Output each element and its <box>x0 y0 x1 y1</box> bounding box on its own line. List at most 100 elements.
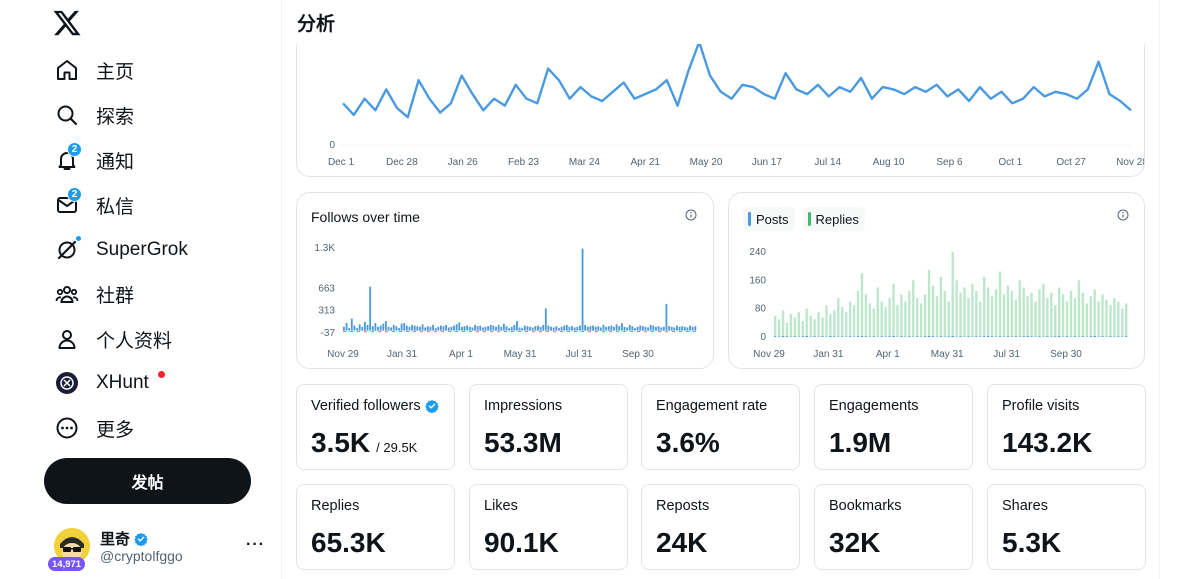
follows-bar <box>481 327 484 331</box>
replies-bar <box>848 301 852 337</box>
posts-replies-chart[interactable]: 0 80 160 240 Nov 29 Jan 31 Apr 1 May 31 Jul 31 Se… <box>729 193 1145 369</box>
follows-bar <box>563 325 566 331</box>
stat-reposts[interactable]: Reposts 24K <box>641 484 800 570</box>
stat-impressions[interactable]: Impressions 53.3M <box>469 384 628 470</box>
post-button[interactable]: 发帖 <box>44 458 251 504</box>
nav-notifications[interactable]: 2 通知 <box>44 138 144 182</box>
y-tick-label: 1.3K <box>314 243 335 254</box>
posts-bar <box>829 335 832 337</box>
follows-bar <box>521 328 524 331</box>
follows-bar <box>681 326 684 331</box>
follows-bar <box>597 326 600 331</box>
stat-verified-followers[interactable]: Verified followers 3.5K / 29.5K <box>296 384 455 470</box>
follows-bar <box>384 321 387 331</box>
posts-bar <box>908 336 911 337</box>
account-more-icon[interactable]: ··· <box>246 536 265 553</box>
replies-bar <box>955 280 958 337</box>
impressions-chart[interactable]: 0 450K Dec 1 Dec 28 Jan 26 Feb 23 Mar 24 Apr 21… <box>297 44 1145 177</box>
follows-bar <box>539 326 542 331</box>
x-tick-label: Apr 1 <box>449 349 473 360</box>
posts-bar <box>781 335 785 337</box>
posts-bar <box>1101 336 1104 337</box>
replies-bar <box>927 269 931 337</box>
replies-bar <box>959 292 962 337</box>
follows-bar <box>605 326 608 331</box>
info-icon[interactable] <box>1117 209 1129 221</box>
nav-home[interactable]: 主页 <box>44 48 144 92</box>
stat-shares[interactable]: Shares 5.3K <box>987 484 1146 570</box>
replies-bar <box>967 298 970 337</box>
posts-bar <box>900 336 903 337</box>
posts-bar <box>1058 335 1061 337</box>
info-icon[interactable] <box>685 209 697 221</box>
y-tick-label: 663 <box>318 283 335 294</box>
follows-chart[interactable]: -37 313 663 1.3K Nov 29 Jan 31 Apr 1 May 31 Jul … <box>297 193 714 369</box>
stat-likes[interactable]: Likes 90.1K <box>469 484 628 570</box>
stat-replies[interactable]: Replies 65.3K <box>296 484 455 570</box>
legend-replies[interactable]: Replies <box>802 207 865 231</box>
follows-bar <box>615 324 618 331</box>
stat-bookmarks[interactable]: Bookmarks 32K <box>814 484 973 570</box>
replies-bar <box>841 306 844 337</box>
follows-bar <box>453 325 455 331</box>
replies-bar <box>1109 305 1112 338</box>
replies-bar <box>990 296 994 337</box>
follows-bar <box>544 308 547 331</box>
replies-bar <box>1058 287 1061 337</box>
follows-bar <box>626 327 629 331</box>
nav-more[interactable]: 更多 <box>44 406 144 450</box>
posts-bar <box>1038 336 1041 337</box>
x-logo-icon[interactable] <box>52 8 82 38</box>
follows-bar <box>558 328 560 331</box>
follows-bar <box>534 326 537 331</box>
nav-xhunt[interactable]: XHunt <box>44 361 159 405</box>
legend-posts-label: Posts <box>756 211 789 227</box>
stat-profile-visits[interactable]: Profile visits 143.2K <box>987 384 1146 470</box>
nav-explore[interactable]: 探索 <box>44 93 144 137</box>
follows-bar <box>379 325 382 331</box>
follows-bar <box>455 324 458 331</box>
posts-bar <box>916 336 919 337</box>
stat-label: Bookmarks <box>829 498 902 514</box>
follows-bar <box>447 327 450 331</box>
replies-bar <box>1097 301 1100 337</box>
follows-bar <box>497 324 500 331</box>
xhunt-icon <box>54 370 80 396</box>
replies-bar <box>860 273 864 337</box>
nav-profile[interactable]: 个人资料 <box>44 317 182 361</box>
posts-bar <box>1022 336 1025 337</box>
follows-bar <box>636 326 639 331</box>
replies-bar <box>852 305 856 338</box>
replies-bar <box>1042 283 1045 338</box>
x-tick-label: Apr 1 <box>876 349 900 360</box>
replies-bar <box>817 312 820 337</box>
posts-bar <box>959 336 962 337</box>
replies-bar <box>1050 292 1053 337</box>
nav-supergrok[interactable]: SuperGrok <box>44 228 198 272</box>
more-circle-icon <box>54 415 80 441</box>
follows-bar <box>350 318 353 331</box>
nav-messages[interactable]: 2 私信 <box>44 183 144 227</box>
posts-bar <box>987 335 990 337</box>
posts-replies-chart-card: Posts Replies 0 80 160 240 Nov 29 Jan 31 Apr 1… <box>728 192 1145 369</box>
follows-bar <box>678 326 681 331</box>
replies-bar <box>923 294 927 337</box>
stat-engagements[interactable]: Engagements 1.9M <box>814 384 973 470</box>
posts-bar <box>872 336 875 337</box>
replies-bar <box>979 301 982 337</box>
posts-bar <box>947 336 950 337</box>
replies-bar <box>931 285 935 337</box>
posts-bar <box>923 336 927 337</box>
posts-bar <box>951 335 954 337</box>
stat-engagement-rate[interactable]: Engagement rate 3.6% <box>641 384 800 470</box>
follows-bar <box>419 326 421 331</box>
nav-communities[interactable]: 社群 <box>44 272 144 316</box>
replies-bar <box>1046 298 1049 337</box>
follows-bar <box>461 326 463 331</box>
follows-bar <box>683 326 686 331</box>
account-switcher[interactable]: 14,971 里奇 @cryptolfggo ··· <box>44 522 274 576</box>
nav-xhunt-label: XHunt <box>96 372 149 393</box>
legend-posts[interactable]: Posts <box>743 207 795 231</box>
replies-bar <box>884 306 887 337</box>
replies-bar <box>994 289 998 337</box>
